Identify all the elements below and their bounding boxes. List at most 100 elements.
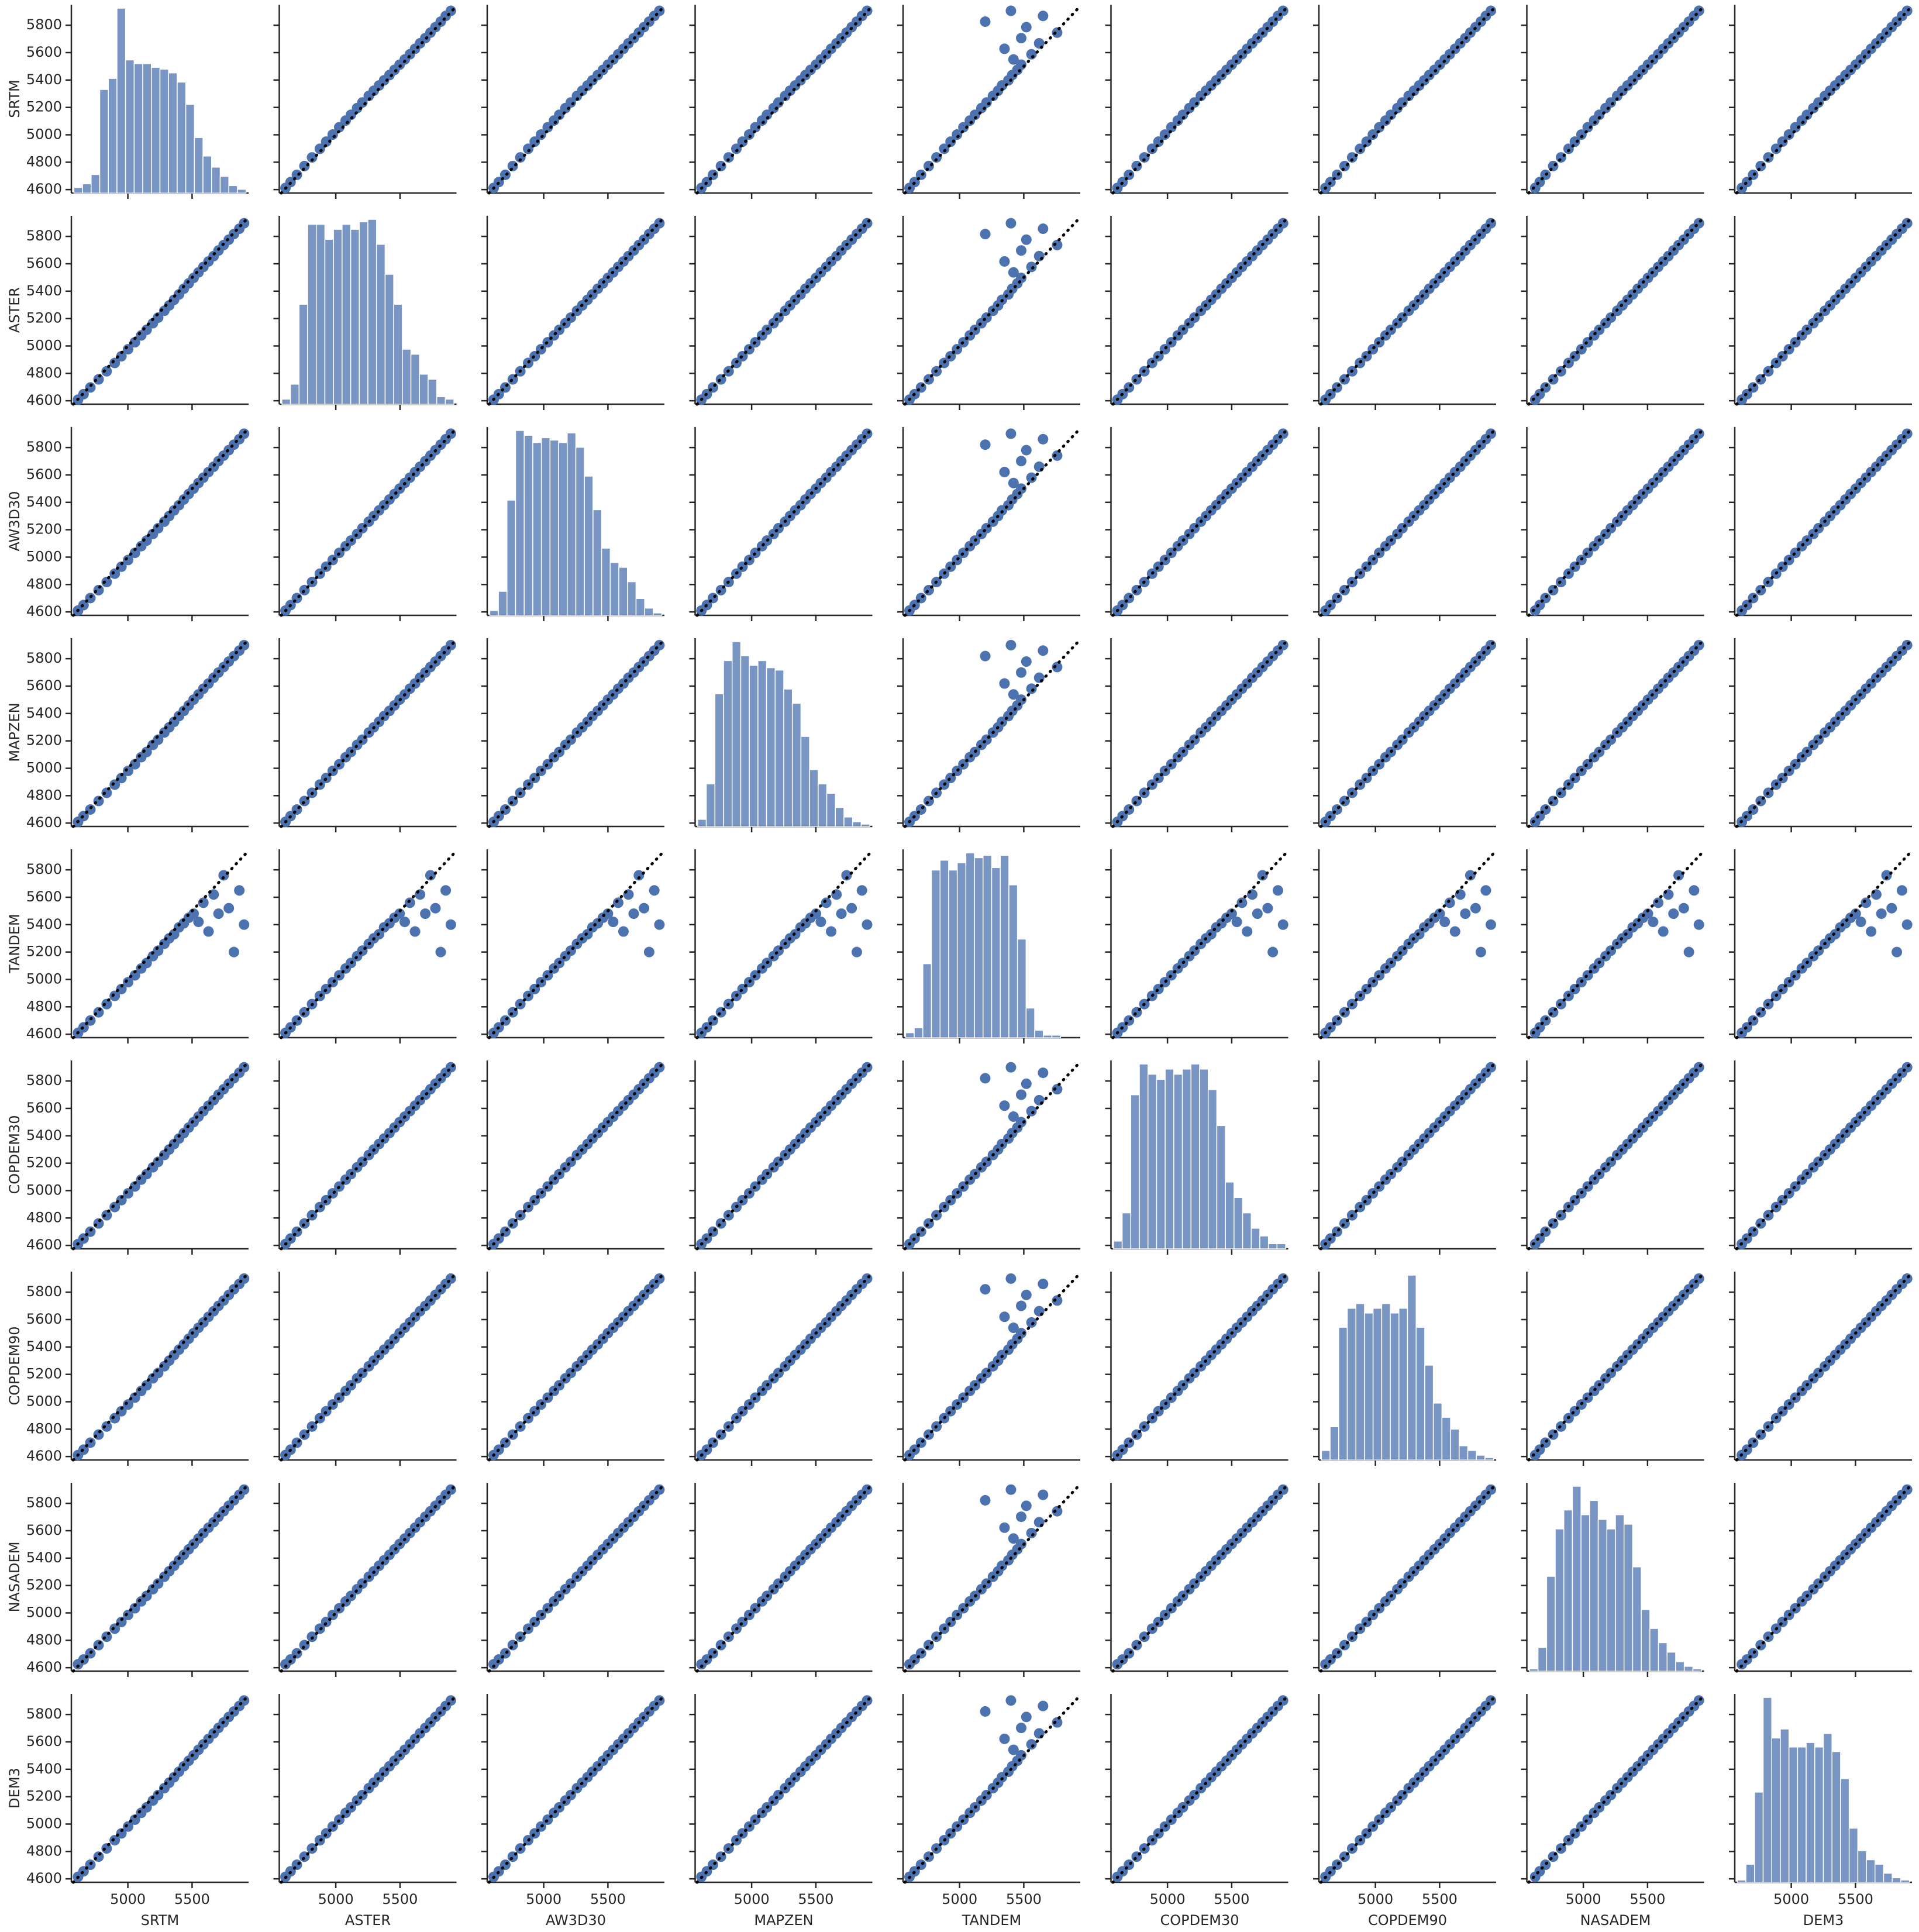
identity-line xyxy=(1735,849,1914,1039)
scatter-point xyxy=(129,1181,140,1192)
scatter-point xyxy=(554,109,565,120)
scatter-point xyxy=(1563,143,1574,154)
y-tick-label: 5400 xyxy=(26,1338,62,1355)
scatter-point xyxy=(1005,1695,1017,1706)
y-tick-label: 4800 xyxy=(26,1843,62,1859)
scatter-point xyxy=(141,1802,152,1813)
histogram-bar xyxy=(653,612,663,616)
scatter-point xyxy=(1861,897,1872,908)
histogram-bar xyxy=(1831,1751,1841,1883)
scatter-point xyxy=(109,990,120,1001)
identity-line xyxy=(280,1693,458,1884)
scatter-point xyxy=(306,152,318,163)
x-tick-label: 5500 xyxy=(798,1891,833,1907)
scatter-point xyxy=(109,1201,120,1213)
scatter-point xyxy=(856,885,867,896)
histogram-bar xyxy=(1606,1528,1616,1672)
histogram-bar xyxy=(393,304,403,405)
histogram-bar xyxy=(731,641,742,827)
histogram-bar xyxy=(783,688,793,827)
scatter-point xyxy=(116,1406,127,1417)
histogram-bar xyxy=(1666,1651,1676,1672)
histogram-bar xyxy=(523,435,533,616)
scatter-point xyxy=(945,136,956,147)
scatter-point xyxy=(715,160,726,171)
x-tick-label: 5500 xyxy=(1006,1891,1042,1907)
scatter-point xyxy=(1016,1300,1026,1311)
scatter-point xyxy=(109,568,120,579)
y-tick-label: 4600 xyxy=(26,1237,62,1253)
histogram-bar xyxy=(1692,1668,1702,1672)
scatter-point xyxy=(435,946,446,958)
scatter-point xyxy=(153,523,164,534)
identity-line xyxy=(280,426,458,617)
scatter-point xyxy=(1021,1289,1032,1300)
histogram-bar xyxy=(1432,1403,1443,1461)
identity-line xyxy=(695,4,874,195)
identity-line xyxy=(487,215,666,406)
histogram-bar xyxy=(359,221,368,405)
histogram-bar xyxy=(1780,1728,1790,1883)
scatter-point xyxy=(1361,136,1372,147)
scatter-point xyxy=(1470,903,1481,914)
scatter-point xyxy=(952,129,963,140)
histogram-bar xyxy=(931,869,940,1038)
identity-line xyxy=(1527,215,1706,406)
histogram-bar xyxy=(219,175,229,194)
scatter-point xyxy=(1272,885,1283,896)
y-tick-label: 5800 xyxy=(26,650,62,666)
histogram-bar xyxy=(1649,1628,1659,1672)
scatter-point xyxy=(415,889,426,900)
identity-line xyxy=(280,4,458,195)
x-tick-label: 5000 xyxy=(1358,1891,1393,1907)
histogram-bar xyxy=(1737,1879,1746,1883)
scatter-point xyxy=(821,897,832,908)
identity-line xyxy=(1527,1271,1706,1462)
scatter-point xyxy=(129,547,140,559)
scatter-point xyxy=(1026,472,1037,483)
scatter-point xyxy=(1052,450,1063,461)
scatter-point xyxy=(643,946,654,958)
histogram-bar xyxy=(1250,1228,1260,1249)
scatter-point xyxy=(109,1413,120,1424)
scatter-point xyxy=(1673,870,1684,881)
histogram-bar xyxy=(809,769,819,827)
scatter-point xyxy=(1594,109,1605,120)
scatter-point xyxy=(141,535,152,546)
histogram-bar xyxy=(159,68,169,194)
histogram-bar xyxy=(1267,1243,1278,1249)
histogram-bar xyxy=(1113,1241,1123,1249)
scatter-point xyxy=(1252,908,1263,919)
identity-line xyxy=(487,1693,666,1884)
histogram-bar xyxy=(1641,1609,1651,1672)
histogram-bar xyxy=(1467,1450,1477,1461)
scatter-point xyxy=(1777,136,1788,147)
scatter-point xyxy=(1755,160,1766,171)
histogram-bar xyxy=(1381,1303,1391,1461)
y-tick-label: 5200 xyxy=(26,1155,62,1171)
scatter-point xyxy=(321,136,332,147)
histogram-bar xyxy=(73,187,83,194)
scatter-point xyxy=(1038,1489,1049,1500)
histogram-bar xyxy=(860,824,870,827)
histogram-bar xyxy=(1398,1307,1408,1461)
scatter-point xyxy=(1434,908,1445,919)
identity-line xyxy=(487,638,666,828)
histogram-bar xyxy=(1355,1303,1365,1461)
histogram-bar xyxy=(1814,1747,1824,1883)
histogram-bar xyxy=(1529,1668,1539,1672)
histogram-bar xyxy=(540,437,551,616)
histogram-bar xyxy=(281,398,291,405)
histogram-bar xyxy=(1025,1007,1035,1038)
x-tick-label: 5500 xyxy=(174,1891,210,1907)
scatter-point xyxy=(1005,5,1017,16)
y-tick-label: 4800 xyxy=(26,787,62,803)
scatter-point xyxy=(999,678,1010,689)
scatter-point xyxy=(1016,1089,1026,1100)
y-tick-label: 5200 xyxy=(26,1366,62,1382)
histogram-bar xyxy=(1321,1450,1331,1461)
scatter-point xyxy=(999,467,1010,478)
histogram-bar xyxy=(1242,1212,1252,1249)
y-tick-label: 5800 xyxy=(26,861,62,877)
